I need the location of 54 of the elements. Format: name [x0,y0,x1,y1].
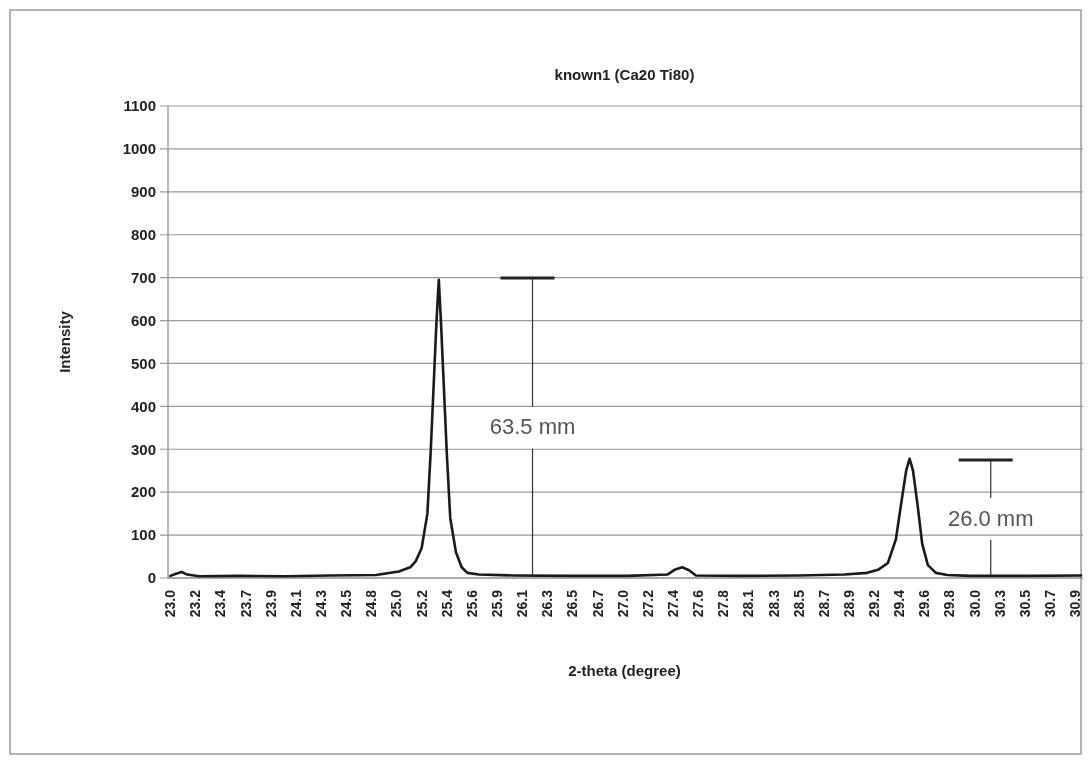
x-tick-label: 23.9 [262,589,279,618]
x-tick-label: 29.6 [916,589,933,618]
y-tick-label: 1100 [123,97,156,115]
x-tick-label: 28.9 [840,589,857,618]
x-tick-label: 30.3 [991,589,1008,618]
x-tick-label: 26.1 [514,589,531,618]
x-tick-label: 25.9 [488,589,505,618]
y-tick-label: 900 [130,183,156,201]
y-tick-label: 300 [130,440,156,458]
x-tick-label: 27.4 [664,589,681,618]
x-tick-label: 30.9 [1067,589,1084,618]
x-tick-label: 28.1 [740,589,757,618]
x-tick-label: 27.6 [690,589,707,618]
x-tick-label: 25.2 [413,589,430,618]
x-tick-label: 28.5 [790,589,807,618]
x-tick-label: 29.2 [866,589,883,618]
x-tick-label: 27.2 [639,589,656,618]
x-tick-label: 25.4 [438,589,455,618]
y-tick-label: 200 [130,483,156,501]
x-tick-label: 28.7 [815,589,832,618]
x-tick-label: 24.8 [363,589,380,618]
annotation: 26.0 mm [947,505,1034,531]
x-tick-label: 23.2 [187,589,204,618]
x-tick-label: 25.6 [463,589,480,618]
x-tick-label: 24.5 [338,589,355,618]
x-tick-label: 30.7 [1042,589,1059,618]
x-tick-label: 23.4 [212,589,229,618]
x-tick-label: 25.0 [388,589,405,618]
x-tick-label: 23.7 [237,589,254,618]
x-tick-label: 29.4 [891,589,908,618]
y-axis-title: Intensity [56,310,73,373]
x-tick-label: 27.8 [715,589,732,618]
x-tick-label: 24.3 [313,589,330,618]
x-tick-label: 26.3 [539,589,556,618]
x-tick-label: 28.3 [765,589,782,618]
y-tick-label: 1000 [122,140,156,158]
chart-title: known1 (Ca20 Ti80) [554,66,695,83]
y-tick-label: 400 [130,397,156,415]
annotation: 63.5 mm [489,414,576,440]
y-tick-label: 500 [130,354,156,372]
x-tick-label: 27.0 [614,589,631,618]
y-tick-label: 700 [130,268,156,286]
y-tick-label: 0 [147,569,156,587]
y-tick-label: 600 [130,311,156,329]
x-tick-label: 24.1 [287,589,304,618]
y-tick-label: 100 [130,526,156,544]
x-tick-label: 30.0 [966,589,983,618]
x-tick-label: 26.7 [589,589,606,618]
x-tick-label: 26.5 [564,589,581,618]
x-tick-label: 23.0 [162,589,179,618]
x-tick-label: 30.5 [1016,589,1033,618]
x-tick-label: 29.8 [941,589,958,618]
x-axis-title: 2-theta (degree) [568,662,681,679]
y-tick-label: 800 [130,225,156,243]
